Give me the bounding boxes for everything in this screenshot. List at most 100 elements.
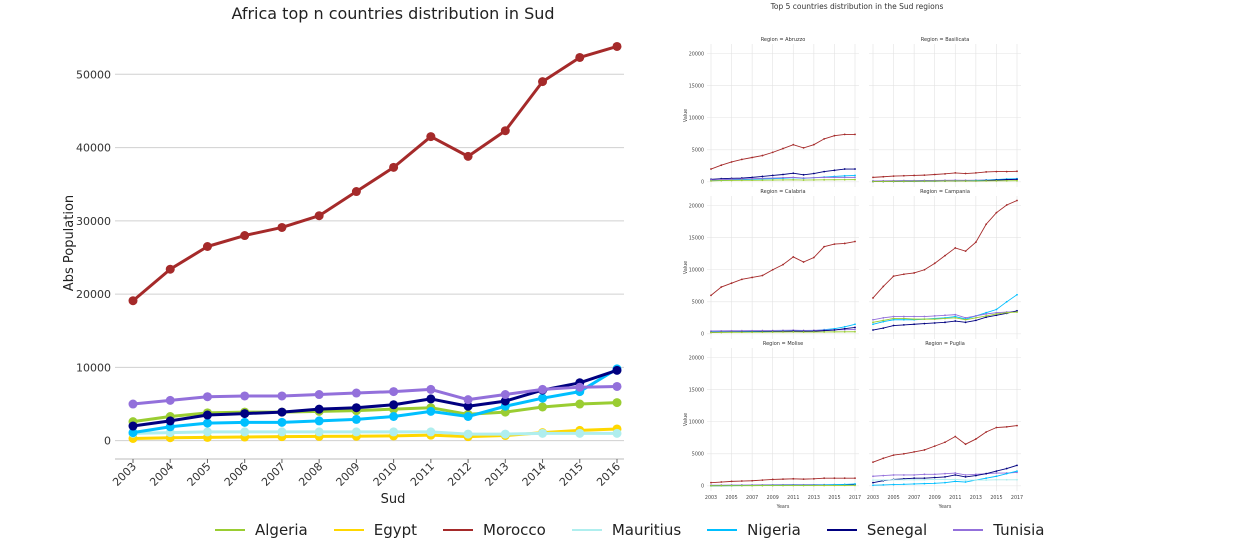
facet-title: Region = Calabria (760, 189, 805, 195)
facet-data-point-morocco (902, 273, 905, 276)
series-line-morocco (132, 45, 618, 302)
facet-data-point-tunisia (974, 315, 977, 317)
data-point-nigeria (426, 406, 436, 416)
facet-data-point-mauritius (944, 478, 946, 481)
facet-data-point-morocco (833, 134, 836, 137)
facet-data-point-senegal (913, 323, 916, 326)
facet-data-point-senegal (954, 474, 957, 476)
facet-data-point-mauritius (913, 478, 916, 481)
legend-label-morocco: Morocco (483, 521, 546, 539)
facet-data-point-mauritius (872, 479, 874, 481)
facet-panel: Region = Basilicata (869, 37, 1021, 187)
facet-data-point-algeria (812, 179, 815, 181)
x-tick-label: 2008 (296, 460, 325, 489)
facet-data-point-morocco (1005, 204, 1008, 206)
facet-data-point-algeria (730, 331, 733, 334)
data-point-nigeria (277, 417, 287, 427)
facet-data-point-morocco (782, 263, 784, 266)
legend-label-nigeria: Nigeria (747, 521, 801, 539)
facet-y-tick-label: 15000 (689, 235, 704, 241)
data-point-senegal (500, 396, 510, 406)
facet-data-point-nigeria (902, 483, 905, 486)
facet-data-point-morocco (995, 426, 998, 429)
facet-data-point-tunisia (954, 313, 957, 316)
facet-data-point-senegal (923, 477, 926, 480)
facet-data-point-morocco (843, 133, 846, 136)
facet-data-point-algeria (974, 316, 977, 319)
facet-title: Region = Puglia (925, 341, 965, 347)
facet-data-point-algeria (802, 484, 805, 487)
facet-data-point-algeria (964, 318, 967, 321)
facet-data-point-tunisia (944, 472, 946, 475)
facet-data-point-morocco (964, 250, 967, 253)
facet-title: Region = Basilicata (921, 37, 970, 43)
facet-data-point-algeria (802, 331, 805, 333)
facet-data-point-algeria (833, 484, 836, 487)
facet-data-point-morocco (854, 477, 856, 480)
facet-data-point-morocco (954, 247, 957, 249)
data-point-morocco (128, 296, 138, 306)
facet-series-line-morocco (872, 200, 1018, 299)
facet-data-point-senegal (1005, 467, 1008, 470)
facet-data-point-morocco (720, 286, 723, 288)
facet-data-point-algeria (710, 484, 712, 487)
legend-swatch-egypt (333, 529, 364, 531)
facet-data-point-tunisia (792, 176, 795, 179)
facet-data-point-senegal (823, 329, 826, 332)
facet-data-point-morocco (710, 294, 712, 297)
facet-data-point-tunisia (964, 474, 967, 476)
facet-data-point-morocco (1005, 425, 1008, 428)
facet-figure-title: Top 5 countries distribution in the Sud … (770, 2, 944, 11)
facet-data-point-algeria (954, 316, 957, 319)
chart-title: Africa top n countries distribution in S… (231, 4, 554, 23)
legend-item-tunisia: Tunisia (953, 521, 1044, 539)
data-point-nigeria (314, 416, 324, 426)
facet-data-point-algeria (771, 179, 774, 181)
facet-data-point-morocco (923, 268, 926, 271)
data-point-senegal (240, 409, 250, 419)
facet-data-point-tunisia (740, 178, 743, 180)
facet-data-point-nigeria (882, 484, 885, 486)
data-point-mauritius (240, 427, 250, 437)
facet-data-point-morocco (782, 147, 784, 150)
facet-data-point-tunisia (882, 316, 885, 319)
facet-data-point-tunisia (995, 311, 998, 314)
data-point-algeria (575, 399, 585, 409)
facet-data-point-tunisia (933, 315, 936, 317)
facet-data-point-algeria (720, 484, 723, 487)
facet-data-point-mauritius (954, 478, 957, 481)
data-point-tunisia (351, 388, 361, 398)
facet-data-point-mauritius (923, 478, 926, 481)
x-tick-label: 2003 (110, 460, 139, 489)
facet-y-tick-label: 10000 (689, 115, 704, 121)
facet-data-point-algeria (761, 331, 764, 334)
facet-y-tick-label: 0 (701, 180, 704, 186)
legend-item-egypt: Egypt (333, 521, 417, 539)
facet-data-point-morocco (933, 445, 936, 448)
facet-data-point-nigeria (964, 481, 967, 483)
facet-data-point-morocco (751, 156, 754, 159)
facet-data-point-algeria (782, 179, 784, 181)
facet-x-tick-label: 2015 (828, 495, 840, 501)
x-tick-label: 2012 (445, 460, 474, 489)
facet-data-point-morocco (995, 170, 998, 173)
legend-swatch-nigeria (707, 529, 738, 531)
facet-y-tick-label: 20000 (689, 203, 704, 209)
legend-label-egypt: Egypt (373, 521, 417, 539)
facet-data-point-mauritius (974, 479, 977, 481)
facet-data-point-nigeria (995, 308, 998, 311)
facet-data-point-algeria (751, 331, 754, 334)
facet-data-point-algeria (730, 179, 733, 182)
series-line-algeria (132, 401, 618, 424)
legend-item-algeria: Algeria (215, 521, 308, 539)
x-tick-label: 2015 (557, 460, 586, 489)
data-point-tunisia (165, 395, 175, 405)
facet-data-point-algeria (792, 331, 795, 333)
facet-data-point-algeria (833, 178, 836, 181)
facet-data-point-algeria (974, 180, 977, 182)
facet-data-point-algeria (812, 331, 815, 333)
facet-data-point-algeria (854, 484, 856, 487)
facet-data-point-morocco (761, 154, 764, 157)
facet-data-point-morocco (823, 477, 826, 480)
data-point-mauritius (426, 427, 436, 437)
